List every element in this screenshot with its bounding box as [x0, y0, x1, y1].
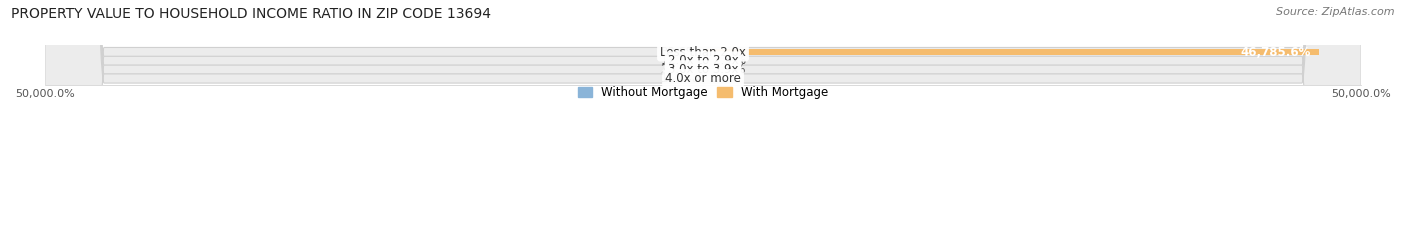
FancyBboxPatch shape — [45, 0, 1361, 234]
Text: 4.0x or more: 4.0x or more — [665, 72, 741, 85]
Text: 3.0x to 3.9x: 3.0x to 3.9x — [668, 63, 738, 76]
Text: 19.8%: 19.8% — [661, 72, 697, 85]
Text: 46,785.6%: 46,785.6% — [1240, 46, 1310, 58]
FancyBboxPatch shape — [45, 0, 1361, 234]
Text: 1.4%: 1.4% — [709, 72, 738, 85]
Text: PROPERTY VALUE TO HOUSEHOLD INCOME RATIO IN ZIP CODE 13694: PROPERTY VALUE TO HOUSEHOLD INCOME RATIO… — [11, 7, 491, 21]
Text: 38.6%: 38.6% — [659, 46, 697, 58]
Text: Source: ZipAtlas.com: Source: ZipAtlas.com — [1277, 7, 1395, 17]
Text: 16.8%: 16.8% — [661, 54, 697, 67]
FancyBboxPatch shape — [45, 0, 1361, 234]
Legend: Without Mortgage, With Mortgage: Without Mortgage, With Mortgage — [574, 81, 832, 104]
Text: 2.0x to 2.9x: 2.0x to 2.9x — [668, 54, 738, 67]
Text: 56.8%: 56.8% — [709, 54, 747, 67]
Bar — [703, 49, 1319, 55]
Text: 22.8%: 22.8% — [661, 63, 697, 76]
Text: Less than 2.0x: Less than 2.0x — [659, 46, 747, 58]
FancyBboxPatch shape — [45, 0, 1361, 234]
Text: 16.2%: 16.2% — [709, 63, 745, 76]
